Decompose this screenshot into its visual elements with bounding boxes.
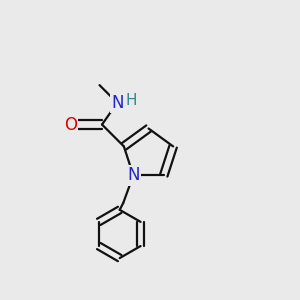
- Text: O: O: [64, 116, 77, 134]
- Text: H: H: [126, 93, 137, 108]
- Text: N: N: [127, 167, 140, 184]
- Text: N: N: [111, 94, 124, 112]
